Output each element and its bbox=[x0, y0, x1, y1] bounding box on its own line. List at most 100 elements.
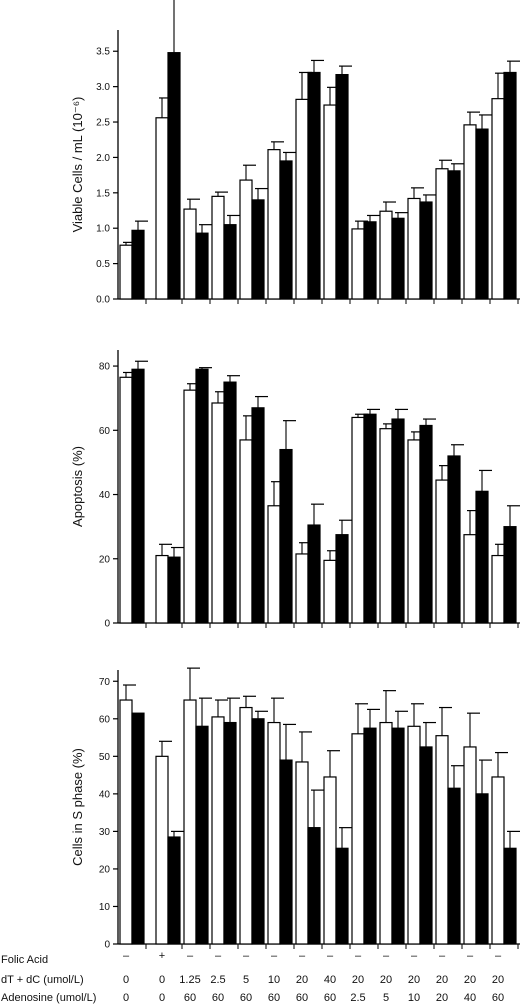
condition-value: – bbox=[383, 950, 390, 962]
bar-open bbox=[323, 559, 337, 624]
bar-filled bbox=[475, 128, 489, 300]
bar-filled bbox=[167, 52, 181, 300]
y-tick-label: 0 bbox=[104, 940, 110, 951]
bar-open bbox=[435, 168, 449, 300]
condition-value: – bbox=[123, 950, 130, 962]
bar-filled bbox=[475, 490, 489, 624]
condition-value: 20 bbox=[464, 974, 476, 986]
bar-filled bbox=[167, 836, 181, 945]
condition-value: 60 bbox=[296, 992, 308, 1004]
y-tick-label: 1.0 bbox=[96, 224, 110, 235]
y-tick-label: 0.5 bbox=[96, 259, 110, 270]
y-tick-label: 40 bbox=[99, 490, 111, 501]
bar-filled bbox=[223, 721, 237, 945]
condition-value: 60 bbox=[268, 992, 280, 1004]
condition-value: – bbox=[355, 950, 362, 962]
condition-value: – bbox=[299, 950, 306, 962]
y-tick-label: 40 bbox=[99, 789, 111, 800]
y-tick-label: 50 bbox=[99, 752, 111, 763]
bar-open bbox=[155, 554, 169, 624]
condition-value: 60 bbox=[212, 992, 224, 1004]
condition-value: 20 bbox=[352, 974, 364, 986]
bar-open bbox=[119, 244, 133, 300]
bar-open bbox=[155, 117, 169, 300]
condition-value: 0 bbox=[159, 992, 165, 1004]
y-tick-label: 0 bbox=[104, 619, 110, 630]
bar-filled bbox=[131, 229, 145, 300]
conditions-table: Folic Acid – + – – – – – – – – – – – – dT + dC (umol/L)… bbox=[1, 950, 504, 1004]
condition-value: 60 bbox=[240, 992, 252, 1004]
bar-open bbox=[295, 761, 309, 945]
condition-row-label: Adenosine (umol/L) bbox=[1, 992, 96, 1004]
bar-open bbox=[155, 755, 169, 945]
bar-filled bbox=[503, 71, 517, 300]
condition-value: – bbox=[271, 950, 278, 962]
y-tick-label: 2.0 bbox=[96, 153, 110, 164]
y-tick-label: 60 bbox=[99, 426, 111, 437]
bar-filled bbox=[307, 71, 321, 300]
bar-filled bbox=[279, 759, 293, 945]
condition-value: 1.25 bbox=[179, 974, 200, 986]
y-tick-label: 80 bbox=[99, 362, 111, 373]
condition-value: 60 bbox=[324, 992, 336, 1004]
bar-filled bbox=[335, 847, 349, 945]
bar-filled bbox=[503, 847, 517, 945]
condition-value: 40 bbox=[464, 992, 476, 1004]
y-axis-title: Cells in S phase (%) bbox=[70, 748, 85, 866]
bar-filled bbox=[195, 725, 209, 945]
apoptosis-panel: 0 20 40 60 80 Apoptosis (%) bbox=[70, 350, 520, 630]
bar-filled bbox=[307, 827, 321, 945]
bar-open bbox=[491, 554, 505, 624]
viable-cells-panel: 0.0 0.5 1.0 1.5 2.0 2.5 3.0 3.5 Viable Cells / m… bbox=[70, 0, 520, 306]
bar-filled bbox=[447, 170, 461, 300]
condition-value: 2.5 bbox=[210, 974, 225, 986]
bar-open bbox=[267, 149, 281, 300]
bar-filled bbox=[131, 712, 145, 945]
condition-value: – bbox=[327, 950, 334, 962]
bar-open bbox=[119, 699, 133, 945]
condition-value: 0 bbox=[123, 974, 129, 986]
bar-open bbox=[463, 534, 477, 624]
bar-open bbox=[491, 98, 505, 300]
condition-value: 40 bbox=[324, 974, 336, 986]
condition-value: – bbox=[411, 950, 418, 962]
condition-value: – bbox=[495, 950, 502, 962]
bar-filled bbox=[251, 199, 265, 300]
bar-filled bbox=[363, 727, 377, 945]
bar-filled bbox=[419, 746, 433, 945]
s-phase-panel: 0 10 20 30 40 50 60 70 Cells in S phase (%) bbox=[70, 667, 520, 951]
y-tick-label: 0.0 bbox=[96, 295, 110, 306]
bar-open bbox=[211, 716, 225, 945]
condition-value: 2.5 bbox=[350, 992, 365, 1004]
bar-open bbox=[295, 98, 309, 300]
bar-filled bbox=[279, 160, 293, 300]
bar-open bbox=[407, 439, 421, 624]
y-tick-label: 60 bbox=[99, 714, 111, 725]
bar-filled bbox=[251, 718, 265, 945]
bar-filled bbox=[503, 526, 517, 624]
bar-filled bbox=[195, 232, 209, 300]
bar-open bbox=[351, 416, 365, 624]
bar-filled bbox=[223, 224, 237, 300]
bar-open bbox=[435, 479, 449, 624]
bar-open bbox=[211, 195, 225, 300]
bar-open bbox=[463, 746, 477, 945]
bar-open bbox=[351, 733, 365, 945]
y-tick-label: 20 bbox=[99, 864, 111, 875]
bar-filled bbox=[223, 381, 237, 624]
condition-value: + bbox=[159, 950, 165, 962]
condition-value: – bbox=[187, 950, 194, 962]
bar-open bbox=[183, 208, 197, 300]
condition-value: 20 bbox=[408, 974, 420, 986]
bar-filled bbox=[131, 368, 145, 624]
bar-open bbox=[351, 228, 365, 300]
condition-value: 20 bbox=[380, 974, 392, 986]
bar-filled bbox=[363, 221, 377, 300]
y-tick-label: 1.5 bbox=[96, 188, 110, 199]
bar-open bbox=[239, 706, 253, 945]
bar-open bbox=[239, 439, 253, 624]
bar-open bbox=[463, 124, 477, 300]
bar-filled bbox=[335, 73, 349, 300]
condition-value: 0 bbox=[123, 992, 129, 1004]
